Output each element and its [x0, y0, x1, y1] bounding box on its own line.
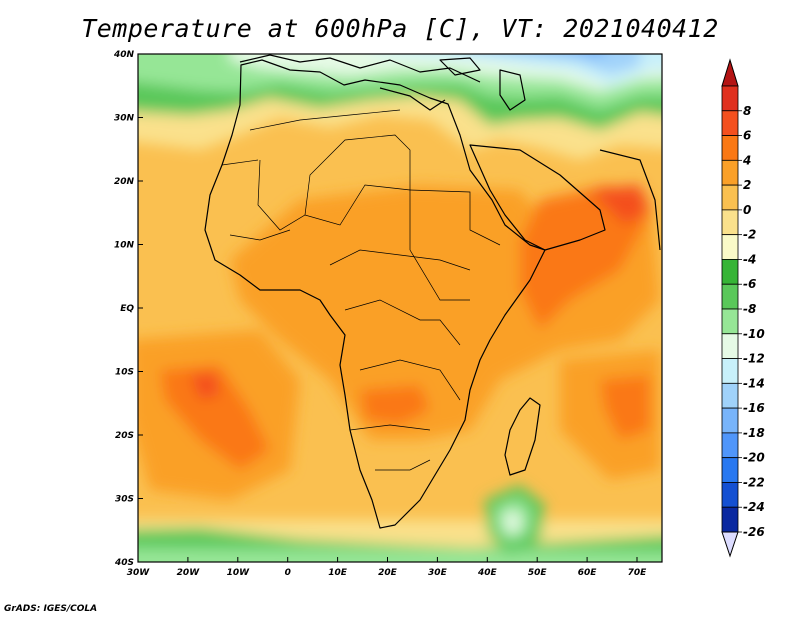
- lon-tick-label: 60E: [578, 568, 598, 578]
- colorbar-label: 8: [743, 104, 751, 118]
- lat-tick-label: 30S: [115, 495, 134, 505]
- latitude-ticks: 40N 30N 20N 10N EQ 10S 20S 30S 40S: [113, 50, 143, 568]
- lat-tick-label: 10S: [115, 368, 134, 378]
- grads-credit: GrADS: IGES/COLA: [4, 604, 98, 614]
- colorbar-label: -10: [743, 327, 765, 341]
- colorbar-label: -16: [743, 401, 765, 415]
- colorbar-label: -8: [743, 302, 756, 316]
- lat-tick-label: 20S: [115, 431, 134, 441]
- colorbar-label: -22: [743, 475, 765, 489]
- colorbar: 8 6 4 2 0 -2 -4 -6 -8 -10 -12 -14 -16 -18 -20 -22 -24 -26: [721, 58, 765, 558]
- lon-tick-label: 30E: [428, 568, 448, 578]
- colorbar-segment: [721, 506, 739, 533]
- colorbar-segment: [721, 159, 739, 186]
- lon-tick-label: 10E: [328, 568, 348, 578]
- lon-tick-label: 20W: [177, 568, 201, 578]
- colorbar-label: 0: [743, 203, 751, 217]
- lon-tick-label: 30W: [127, 568, 151, 578]
- longitude-ticks: 30W 20W 10W 0 10E 20E 30E 40E 50E 60E 70E: [127, 557, 647, 578]
- lon-tick-label: 40E: [477, 568, 498, 578]
- colorbar-segment: [721, 85, 739, 112]
- colorbar-segment: [721, 358, 739, 384]
- colorbar-segment: [721, 283, 739, 310]
- lon-tick-label: 10W: [227, 568, 251, 578]
- colorbar-segment: [721, 432, 739, 459]
- colorbar-label: -14: [743, 376, 765, 390]
- lat-tick-label: 30N: [114, 114, 135, 124]
- lat-tick-label: 10N: [114, 241, 135, 251]
- colorbar-label: -24: [743, 500, 765, 514]
- colorbar-label: -6: [743, 277, 756, 291]
- colorbar-label: -20: [743, 451, 765, 465]
- lat-tick-label: 40S: [114, 558, 134, 568]
- colorbar-label: -4: [743, 252, 756, 266]
- colorbar-segment: [721, 135, 739, 161]
- lon-tick-label: 50E: [528, 568, 548, 578]
- colorbar-segment: [721, 407, 739, 434]
- temperature-field: [138, 54, 662, 562]
- country-borders: [221, 109, 501, 471]
- colorbar-label: -2: [743, 228, 756, 242]
- colorbar-label: 4: [742, 153, 751, 167]
- colorbar-top-arrow: [721, 58, 739, 87]
- coastlines: [204, 54, 661, 529]
- lon-tick-label: 20E: [378, 568, 398, 578]
- colorbar-label: -26: [743, 525, 765, 539]
- colorbar-label: -18: [743, 426, 765, 440]
- colorbar-segment: [721, 234, 739, 260]
- lat-tick-label: EQ: [120, 304, 134, 314]
- colorbar-segment: [721, 259, 739, 285]
- colorbar-label: 6: [743, 129, 751, 143]
- colorbar-segment: [721, 209, 739, 236]
- colorbar-segment: [721, 184, 739, 211]
- lon-tick-label: 0: [285, 568, 291, 578]
- colorbar-segment: [721, 382, 739, 409]
- colorbar-segment: [721, 482, 739, 508]
- lat-tick-label: 40N: [113, 50, 135, 60]
- colorbar-label: 2: [743, 178, 751, 192]
- page-title: Temperature at 600hPa [C], VT: 202104041…: [81, 14, 719, 43]
- lon-tick-label: 70E: [628, 568, 648, 578]
- colorbar-label: -12: [743, 352, 765, 366]
- colorbar-segment: [721, 457, 739, 483]
- colorbar-segment: [721, 110, 739, 136]
- colorbar-segment: [721, 333, 739, 359]
- lat-tick-label: 20N: [114, 177, 135, 187]
- colorbar-bottom-arrow: [721, 531, 739, 558]
- colorbar-segment: [721, 308, 739, 335]
